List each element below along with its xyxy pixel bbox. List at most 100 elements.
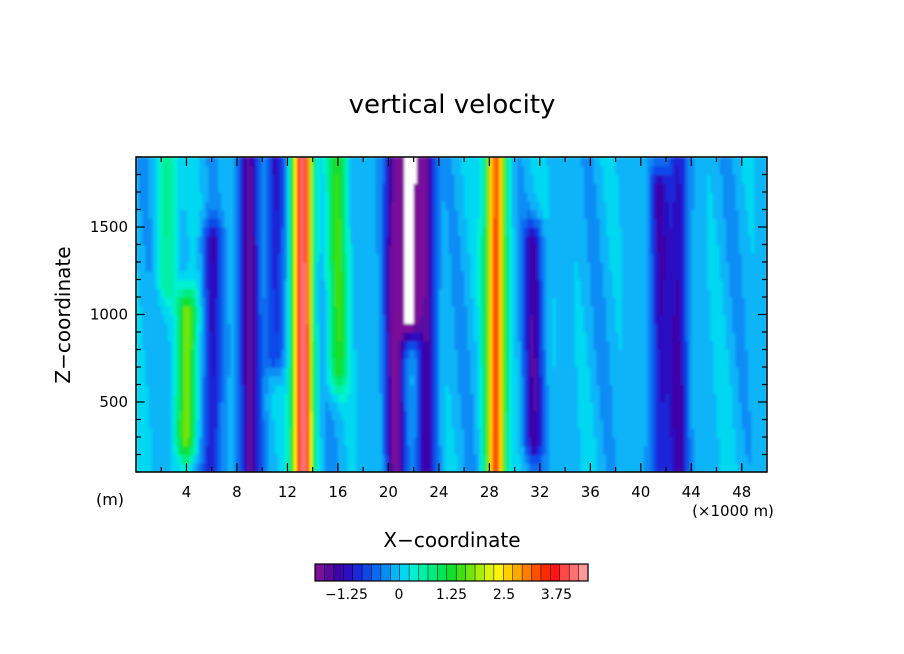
field-cell [539,297,544,307]
field-cell [539,332,544,342]
field-cell [407,437,415,447]
field-cell [246,314,254,324]
field-cell [423,349,431,359]
field-cell [189,314,194,324]
field-cell [233,375,238,386]
field-cell [290,157,295,167]
colorbar-swatch [550,563,561,582]
field-cell [208,183,219,193]
field-cell [688,402,692,412]
field-cell [224,323,232,333]
field-cell [202,340,207,351]
field-cell [426,218,431,228]
field-cell [533,349,538,359]
field-cell [517,218,522,228]
field-cell [183,323,191,333]
field-cell [205,437,210,447]
field-cell [435,305,440,316]
field-cell [505,288,509,298]
field-cell [315,410,320,421]
field-cell [318,297,326,307]
field-cell [306,244,311,254]
field-cell [501,445,506,456]
colorbar-swatch [408,563,420,582]
field-cell [136,192,140,202]
field-cell [325,183,330,193]
field-cell [754,209,767,219]
field-cell [552,358,557,368]
field-cell [315,384,320,394]
field-cell [259,332,263,342]
field-cell [252,340,257,351]
field-cell [394,183,405,193]
field-cell [356,437,383,447]
field-cell [498,402,503,412]
field-cell [331,235,336,246]
field-cell [486,288,490,298]
field-cell [524,314,528,324]
field-cell [290,192,295,202]
field-cell [161,157,165,167]
field-cell [341,375,345,386]
field-cell [479,192,484,202]
field-cell [344,270,348,281]
field-cell [596,367,610,377]
field-cell [233,244,238,254]
field-cell [404,262,415,272]
field-cell [615,314,623,324]
field-cell [688,253,692,263]
field-cell [684,174,689,184]
field-cell [164,165,169,176]
field-cell [385,410,389,421]
field-cell [312,445,317,456]
field-cell [344,340,348,351]
field-cell [435,349,440,359]
field-cell [243,192,248,202]
field-cell [243,262,248,272]
field-cell [748,402,767,412]
field-cell [328,305,333,316]
field-cell [577,410,595,421]
field-cell [707,270,721,281]
field-cell [710,332,727,342]
field-cell [511,235,516,246]
field-cell [732,305,746,316]
field-cell [296,218,301,228]
field-cell [684,218,689,228]
field-cell [669,218,673,228]
field-cell [195,367,200,377]
field-cell [688,367,692,377]
field-cell [543,279,547,289]
field-cell [520,227,525,237]
field-cell [530,349,535,359]
field-cell [429,402,434,412]
field-cell [492,305,500,316]
field-cell [375,165,383,176]
field-cell [173,157,178,167]
field-cell [650,288,655,298]
field-cell [328,332,333,342]
field-cell [356,402,383,412]
field-cell [725,244,740,254]
field-cell [312,428,317,438]
field-cell [539,358,544,368]
field-cell [539,218,544,228]
field-cell [546,384,550,394]
colorbar-swatch [474,563,485,582]
field-cell [527,323,531,333]
field-cell [479,375,484,386]
field-cell [246,270,254,281]
field-cell [524,262,528,272]
field-cell [243,157,248,167]
field-cell [218,349,222,359]
field-cell [312,297,317,307]
field-cell [653,393,658,403]
field-cell [309,165,314,176]
field-cell [656,227,664,237]
field-cell [189,332,194,342]
field-cell [325,445,339,456]
field-cell [419,367,424,377]
field-cell [744,437,752,447]
field-cell [306,218,311,228]
field-cell [227,375,235,386]
